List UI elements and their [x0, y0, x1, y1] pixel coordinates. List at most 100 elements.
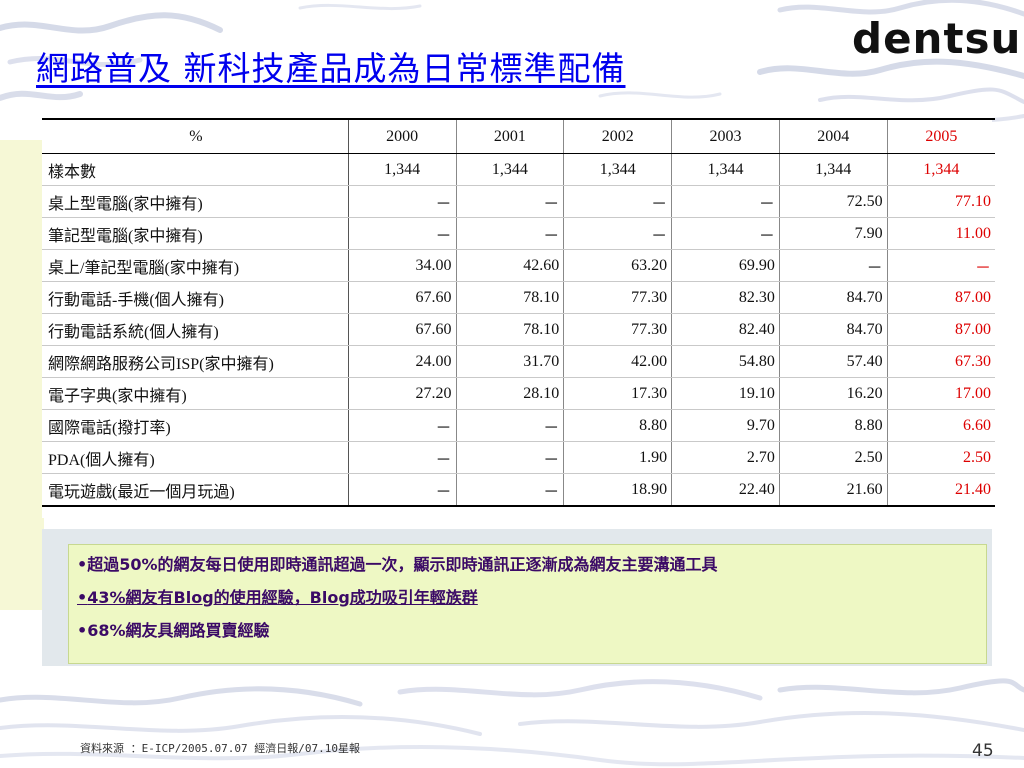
cell-value: 54.80 — [671, 345, 780, 378]
cell-value: 69.90 — [671, 249, 780, 282]
cell-value-highlight: 6.60 — [887, 409, 995, 442]
header-year: 2001 — [456, 118, 565, 154]
cell-value: 31.70 — [456, 345, 565, 378]
table-row: 樣本數 1,344 1,344 1,344 1,344 1,344 1,344 — [42, 153, 995, 186]
row-label: 電子字典(家中擁有) — [42, 377, 349, 410]
row-label: 樣本數 — [42, 153, 349, 186]
cell-value: 42.00 — [563, 345, 673, 378]
cell-value: 8.80 — [563, 409, 673, 442]
table-row: PDA(個人擁有) － － 1.90 2.70 2.50 2.50 — [42, 441, 995, 474]
source-note: 資料來源 ：E-ICP/2005.07.07 經濟日報/07.10星報 — [80, 742, 360, 755]
row-label: 行動電話系統(個人擁有) — [42, 313, 349, 346]
cell-value: 22.40 — [671, 473, 780, 507]
cell-value: 1,344 — [348, 153, 457, 186]
table-row: 國際電話(撥打率) － － 8.80 9.70 8.80 6.60 — [42, 409, 995, 442]
cell-value: 17.30 — [563, 377, 673, 410]
table-row: 電玩遊戲(最近一個月玩過) － － 18.90 22.40 21.60 21.4… — [42, 473, 995, 507]
cell-value: 77.30 — [563, 281, 673, 314]
cell-value: 1,344 — [779, 153, 888, 186]
cell-value: 2.50 — [779, 441, 888, 474]
cell-value-highlight: 87.00 — [887, 281, 995, 314]
row-label: 行動電話-手機(個人擁有) — [42, 281, 349, 314]
cell-value: － — [671, 185, 780, 218]
cell-value: 82.40 — [671, 313, 780, 346]
cell-value: 84.70 — [779, 281, 888, 314]
cell-value: － — [456, 441, 565, 474]
table-row: 桌上型電腦(家中擁有) － － － － 72.50 77.10 — [42, 185, 995, 218]
dentsu-logo: dentsu — [852, 14, 1022, 63]
row-label: PDA(個人擁有) — [42, 441, 349, 474]
row-label: 網際網路服務公司ISP(家中擁有) — [42, 345, 349, 378]
cell-value: － — [671, 217, 780, 250]
cell-value: － — [348, 185, 457, 218]
cell-value: 21.60 — [779, 473, 888, 507]
table-row: 行動電話系統(個人擁有) 67.60 78.10 77.30 82.40 84.… — [42, 313, 995, 346]
table-row: 電子字典(家中擁有) 27.20 28.10 17.30 19.10 16.20… — [42, 377, 995, 410]
bullet-icon: • — [77, 621, 88, 640]
cell-value: － — [456, 185, 565, 218]
cell-value: 77.30 — [563, 313, 673, 346]
cell-value: 34.00 — [348, 249, 457, 282]
cell-value: 7.90 — [779, 217, 888, 250]
cell-value-highlight: 17.00 — [887, 377, 995, 410]
cell-value-highlight: － — [887, 249, 995, 282]
header-year: 2002 — [563, 118, 673, 154]
cell-value: 16.20 — [779, 377, 888, 410]
cell-value: 67.60 — [348, 281, 457, 314]
cell-value: － — [456, 409, 565, 442]
cell-value-highlight: 67.30 — [887, 345, 995, 378]
page-number: 45 — [972, 741, 994, 761]
cell-value: 72.50 — [779, 185, 888, 218]
cell-value: 78.10 — [456, 313, 565, 346]
header-year-highlight: 2005 — [887, 118, 995, 154]
cell-value-highlight: 2.50 — [887, 441, 995, 474]
cell-value: 2.70 — [671, 441, 780, 474]
cell-value: 19.10 — [671, 377, 780, 410]
penetration-table: % 2000 2001 2002 2003 2004 2005 樣本數 1,34… — [42, 118, 995, 507]
cell-value: 28.10 — [456, 377, 565, 410]
cell-value-highlight: 1,344 — [887, 153, 995, 186]
cell-value: － — [563, 217, 673, 250]
cell-value: 63.20 — [563, 249, 673, 282]
cell-value: 8.80 — [779, 409, 888, 442]
cell-value: － — [348, 441, 457, 474]
header-year: 2003 — [671, 118, 780, 154]
cell-value: 82.30 — [671, 281, 780, 314]
row-label: 桌上型電腦(家中擁有) — [42, 185, 349, 218]
cell-value: 42.60 — [456, 249, 565, 282]
cell-value: － — [456, 473, 565, 507]
cell-value: － — [779, 249, 888, 282]
table-row: 桌上/筆記型電腦(家中擁有) 34.00 42.60 63.20 69.90 －… — [42, 249, 995, 282]
cell-value: 57.40 — [779, 345, 888, 378]
cell-value: 78.10 — [456, 281, 565, 314]
cell-value: 9.70 — [671, 409, 780, 442]
note-item: •43%網友有Blog的使用經驗，Blog成功吸引年輕族群 — [77, 584, 986, 608]
note-item: •超過50%的網友每日使用即時通訊超過一次，顯示即時通訊正逐漸成為網友主要溝通工… — [77, 551, 986, 575]
cell-value: 1,344 — [456, 153, 565, 186]
bullet-icon: • — [77, 588, 88, 607]
cell-value: 1,344 — [563, 153, 673, 186]
cell-value-highlight: 87.00 — [887, 313, 995, 346]
note-text: 超過50%的網友每日使用即時通訊超過一次，顯示即時通訊正逐漸成為網友主要溝通工具 — [87, 555, 718, 574]
cell-value: 1.90 — [563, 441, 673, 474]
row-label: 電玩遊戲(最近一個月玩過) — [42, 473, 349, 507]
note-text: 68%網友具網路買賣經驗 — [87, 621, 270, 640]
cell-value: 27.20 — [348, 377, 457, 410]
slide-title: 網路普及 新科技產品成為日常標準配備 — [36, 49, 626, 88]
row-label: 國際電話(撥打率) — [42, 409, 349, 442]
cell-value: 24.00 — [348, 345, 457, 378]
header-year: 2000 — [348, 118, 457, 154]
header-year: 2004 — [779, 118, 888, 154]
cell-value-highlight: 11.00 — [887, 217, 995, 250]
table-row: 網際網路服務公司ISP(家中擁有) 24.00 31.70 42.00 54.8… — [42, 345, 995, 378]
cell-value-highlight: 21.40 — [887, 473, 995, 507]
row-label: 筆記型電腦(家中擁有) — [42, 217, 349, 250]
header-unit: % — [42, 118, 349, 154]
cell-value: 18.90 — [563, 473, 673, 507]
table-row: 筆記型電腦(家中擁有) － － － － 7.90 11.00 — [42, 217, 995, 250]
cell-value: 67.60 — [348, 313, 457, 346]
cell-value: － — [348, 473, 457, 507]
cell-value: 84.70 — [779, 313, 888, 346]
table-row: 行動電話-手機(個人擁有) 67.60 78.10 77.30 82.30 84… — [42, 281, 995, 314]
table-header-row: % 2000 2001 2002 2003 2004 2005 — [42, 118, 995, 154]
